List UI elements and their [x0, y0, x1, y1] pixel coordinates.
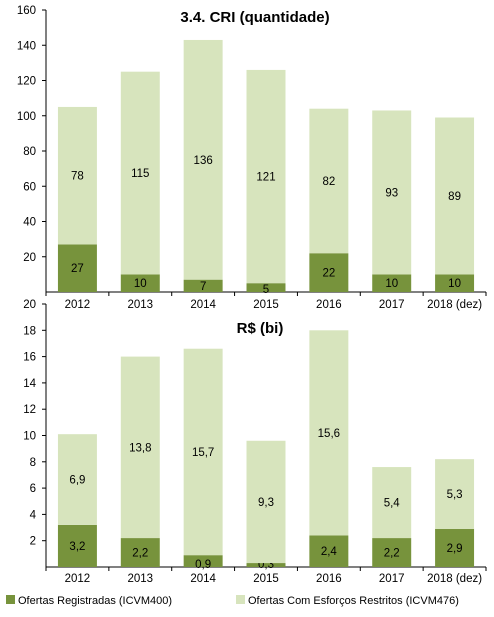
y-tick-label: 60	[23, 181, 36, 193]
chart-title: R$ (bi)	[237, 320, 284, 337]
data-label-restricted: 78	[71, 171, 84, 183]
data-label-restricted: 5,4	[384, 498, 401, 510]
x-tick-label: 2018 (dez)	[427, 573, 482, 585]
bar-registered	[120, 274, 160, 292]
x-tick-label: 2015	[253, 299, 279, 311]
bar-restricted	[435, 117, 475, 275]
y-tick-label: 12	[23, 404, 36, 416]
data-label-registered: 2,4	[321, 546, 338, 558]
data-label-restricted: 9,3	[258, 497, 274, 509]
bar-registered	[183, 555, 223, 567]
x-tick-label: 2017	[379, 573, 405, 585]
data-label-registered: 27	[71, 263, 84, 275]
bar-restricted	[57, 106, 97, 245]
data-label-restricted: 6,9	[69, 475, 85, 487]
data-label-registered: 10	[134, 278, 147, 290]
data-label-registered: 22	[322, 268, 335, 280]
data-label-registered: 3,2	[69, 541, 85, 553]
bar-registered	[435, 274, 475, 292]
data-label-restricted: 15,6	[318, 428, 340, 440]
y-tick-label: 14	[23, 378, 36, 390]
y-tick-label: 10	[23, 431, 36, 443]
y-tick-label: 20	[23, 252, 36, 264]
y-tick-label: 8	[30, 457, 36, 469]
y-tick-label: 6	[30, 483, 36, 495]
data-label-restricted: 93	[385, 187, 398, 199]
legend-label-registered: Ofertas Registradas (ICVM400)	[18, 595, 172, 607]
bar-registered	[57, 524, 97, 567]
bar-registered	[57, 244, 97, 292]
bar-restricted	[372, 110, 412, 275]
bar-registered	[120, 538, 160, 567]
data-label-registered: 2,2	[384, 548, 400, 560]
data-label-registered: 2,9	[447, 543, 463, 555]
x-tick-label: 2015	[253, 573, 279, 585]
data-label-restricted: 89	[448, 191, 461, 203]
legend-swatch-registered	[6, 595, 15, 604]
bar-restricted	[309, 108, 349, 254]
x-tick-label: 2017	[379, 299, 405, 311]
y-tick-label: 4	[30, 509, 37, 521]
y-tick-label: 160	[17, 5, 36, 17]
y-tick-label: 18	[23, 325, 36, 337]
x-tick-label: 2013	[127, 299, 153, 311]
bar-registered	[435, 528, 475, 567]
legend-swatch-restricted	[236, 595, 245, 604]
bar-registered	[183, 279, 223, 292]
bar-registered	[309, 253, 349, 292]
bar-restricted	[183, 39, 223, 280]
y-tick-label: 100	[17, 111, 36, 123]
bar-restricted	[246, 69, 286, 284]
legend-label-restricted: Ofertas Com Esforços Restritos (ICVM476)	[248, 595, 459, 607]
bar-restricted	[57, 434, 97, 525]
data-label-restricted: 13,8	[129, 442, 151, 454]
x-tick-label: 2013	[127, 573, 153, 585]
bar-registered	[309, 535, 349, 567]
x-tick-label: 2012	[65, 299, 91, 311]
bar-restricted	[372, 467, 412, 539]
data-label-registered: 10	[385, 278, 398, 290]
y-tick-label: 120	[17, 76, 36, 88]
bar-restricted	[120, 71, 160, 275]
data-label-restricted: 5,3	[447, 489, 463, 501]
bar-restricted	[435, 459, 475, 529]
x-tick-label: 2014	[190, 573, 216, 585]
data-label-restricted: 82	[322, 176, 335, 188]
data-label-restricted: 121	[256, 172, 275, 184]
x-tick-label: 2018 (dez)	[427, 299, 482, 311]
x-tick-label: 2012	[65, 573, 91, 585]
bar-registered	[246, 563, 286, 567]
y-tick-label: 80	[23, 146, 36, 158]
data-label-registered: 0,9	[195, 559, 211, 571]
bar-registered	[372, 538, 412, 567]
x-tick-label: 2014	[190, 299, 216, 311]
chart-title: 3.4. CRI (quantidade)	[180, 9, 329, 26]
bar-restricted	[246, 440, 286, 564]
data-label-registered: 5	[263, 284, 269, 296]
bar-restricted	[120, 356, 160, 539]
data-label-registered: 2,2	[132, 548, 148, 560]
y-tick-label: 140	[17, 40, 36, 52]
data-label-restricted: 136	[194, 155, 213, 167]
data-label-registered: 10	[448, 278, 461, 290]
bar-registered	[372, 274, 412, 292]
bar-registered	[246, 283, 286, 292]
x-tick-label: 2016	[316, 299, 342, 311]
data-label-restricted: 115	[131, 168, 149, 180]
bar-restricted	[309, 330, 349, 536]
y-tick-label: 2	[30, 536, 36, 548]
y-tick-label: 16	[23, 352, 36, 364]
y-tick-label: 20	[23, 299, 36, 311]
bar-restricted	[183, 348, 223, 556]
x-tick-label: 2016	[316, 573, 342, 585]
data-label-registered: 7	[200, 281, 206, 293]
data-label-restricted: 15,7	[192, 447, 214, 459]
y-tick-label: 40	[23, 217, 36, 229]
